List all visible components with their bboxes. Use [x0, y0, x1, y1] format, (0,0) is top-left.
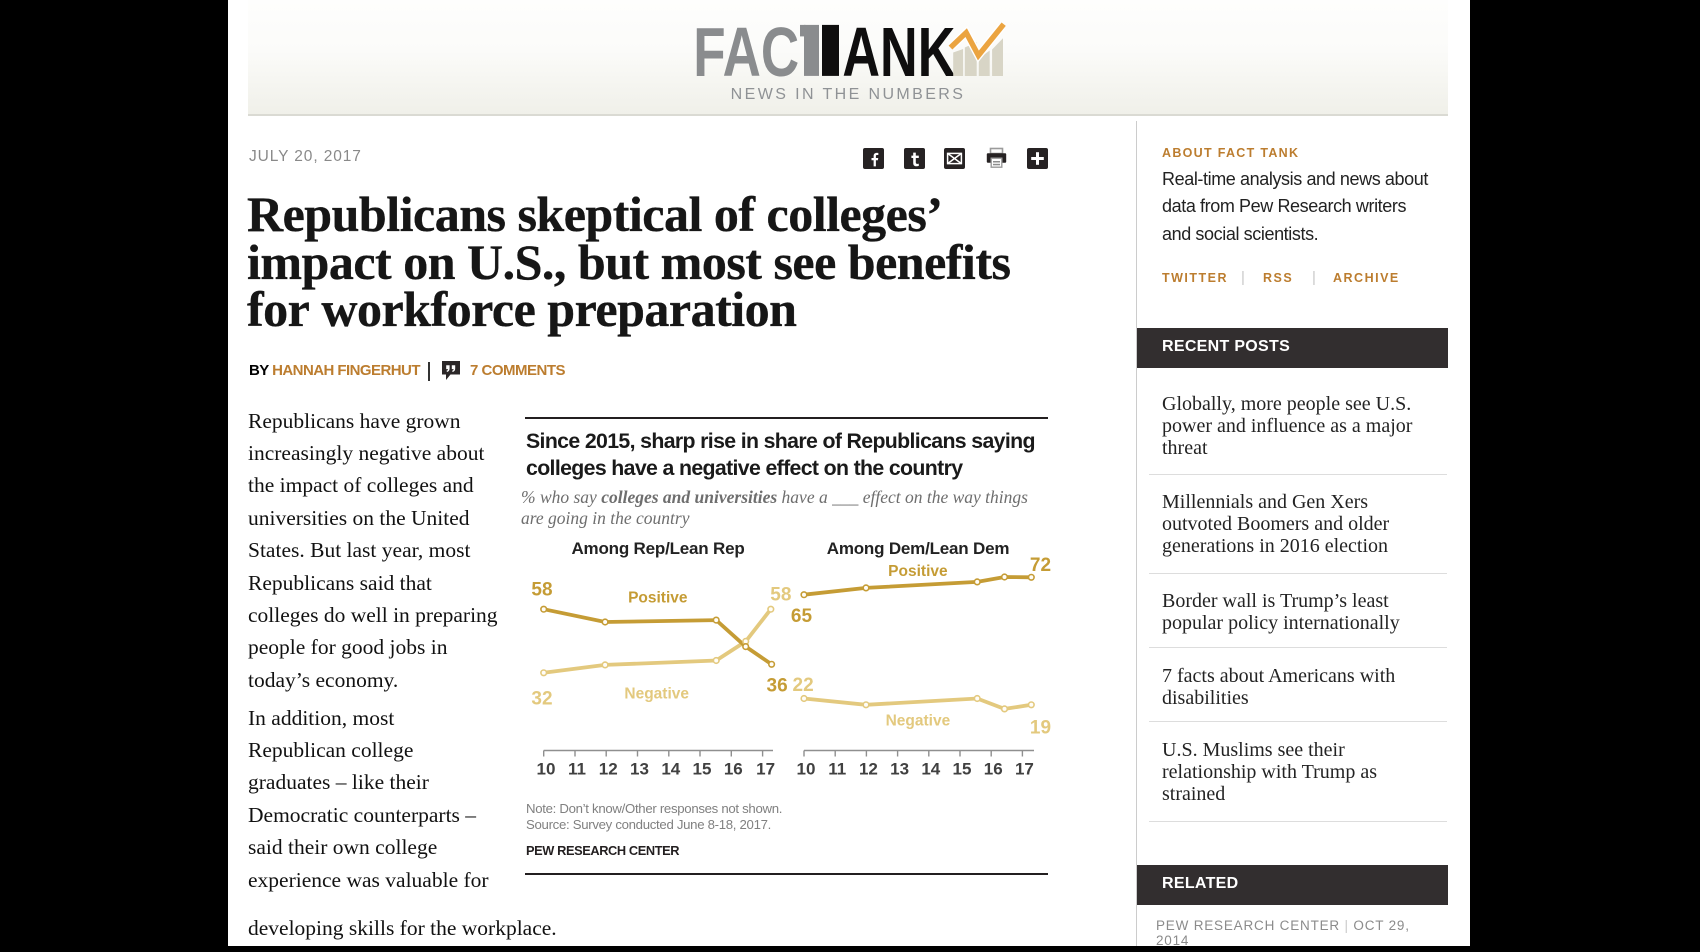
svg-text:11: 11 — [568, 760, 586, 779]
svg-text:15: 15 — [693, 760, 712, 779]
svg-text:12: 12 — [599, 760, 618, 779]
svg-text:10: 10 — [537, 760, 556, 779]
svg-text:22: 22 — [793, 675, 814, 696]
svg-text:Among Rep/Lean Rep: Among Rep/Lean Rep — [571, 539, 744, 558]
svg-text:72: 72 — [1030, 555, 1051, 576]
svg-text:58: 58 — [770, 584, 791, 605]
svg-text:Positive: Positive — [888, 563, 948, 580]
svg-text:58: 58 — [531, 580, 552, 601]
svg-text:19: 19 — [1030, 718, 1051, 739]
svg-text:17: 17 — [1015, 760, 1034, 779]
svg-text:ANK: ANK — [842, 18, 955, 84]
svg-text:17: 17 — [756, 760, 775, 779]
svg-text:13: 13 — [630, 760, 649, 779]
svg-text:13: 13 — [890, 760, 909, 779]
svg-text:Negative: Negative — [886, 712, 951, 729]
svg-text:14: 14 — [921, 760, 940, 779]
svg-text:Positive: Positive — [628, 590, 688, 607]
svg-text:32: 32 — [531, 689, 552, 710]
svg-text:10: 10 — [797, 760, 816, 779]
svg-text:36: 36 — [767, 676, 788, 697]
svg-text:Negative: Negative — [624, 686, 689, 703]
svg-text:Among Dem/Lean Dem: Among Dem/Lean Dem — [827, 539, 1010, 558]
svg-text:65: 65 — [791, 606, 813, 627]
svg-text:12: 12 — [859, 760, 878, 779]
svg-text:16: 16 — [724, 760, 743, 779]
svg-text:16: 16 — [984, 760, 1003, 779]
svg-text:14: 14 — [661, 760, 680, 779]
svg-text:FAC: FAC — [693, 18, 799, 84]
svg-text:15: 15 — [953, 760, 972, 779]
svg-text:11: 11 — [828, 760, 846, 779]
